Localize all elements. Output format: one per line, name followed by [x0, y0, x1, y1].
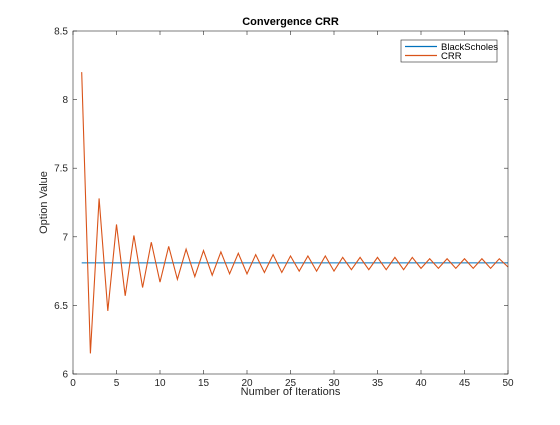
x-tick-label: 20 — [241, 378, 253, 389]
x-axis-label: Number of Iterations — [241, 386, 341, 398]
x-tick-label: 25 — [285, 378, 297, 389]
y-tick-label: 8.5 — [54, 27, 68, 38]
y-tick-label: 8 — [62, 95, 68, 106]
series-line-crr — [81, 72, 509, 354]
plot-area — [73, 31, 508, 374]
legend-box — [400, 39, 498, 63]
y-tick-label: 6.5 — [54, 301, 68, 312]
x-tick-label: 35 — [372, 378, 384, 389]
x-tick-label: 45 — [459, 378, 471, 389]
x-tick-label: 10 — [154, 378, 166, 389]
series-layer — [81, 72, 509, 354]
y-tick-label: 7.5 — [54, 164, 68, 175]
x-tick-label: 0 — [70, 378, 76, 389]
x-tick-label: 5 — [114, 378, 120, 389]
x-tick-label: 15 — [198, 378, 210, 389]
x-axis: 0 5 10 15 20 25 30 35 40 45 50 — [70, 31, 514, 389]
y-axis-label: Option Value — [38, 171, 50, 234]
legend-label-crr: CRR — [441, 51, 462, 62]
x-tick-label: 40 — [415, 378, 427, 389]
y-tick-label: 7 — [62, 232, 68, 243]
legend-label-blackscholes: BlackScholes — [441, 42, 498, 53]
y-tick-label: 6 — [62, 370, 68, 381]
legend: BlackScholes CRR — [400, 39, 498, 63]
x-tick-label: 30 — [328, 378, 340, 389]
y-axis: 6 6.5 7 7.5 8 8.5 — [54, 27, 508, 381]
x-tick-label: 50 — [502, 378, 514, 389]
chart-title: Convergence CRR — [242, 16, 339, 28]
